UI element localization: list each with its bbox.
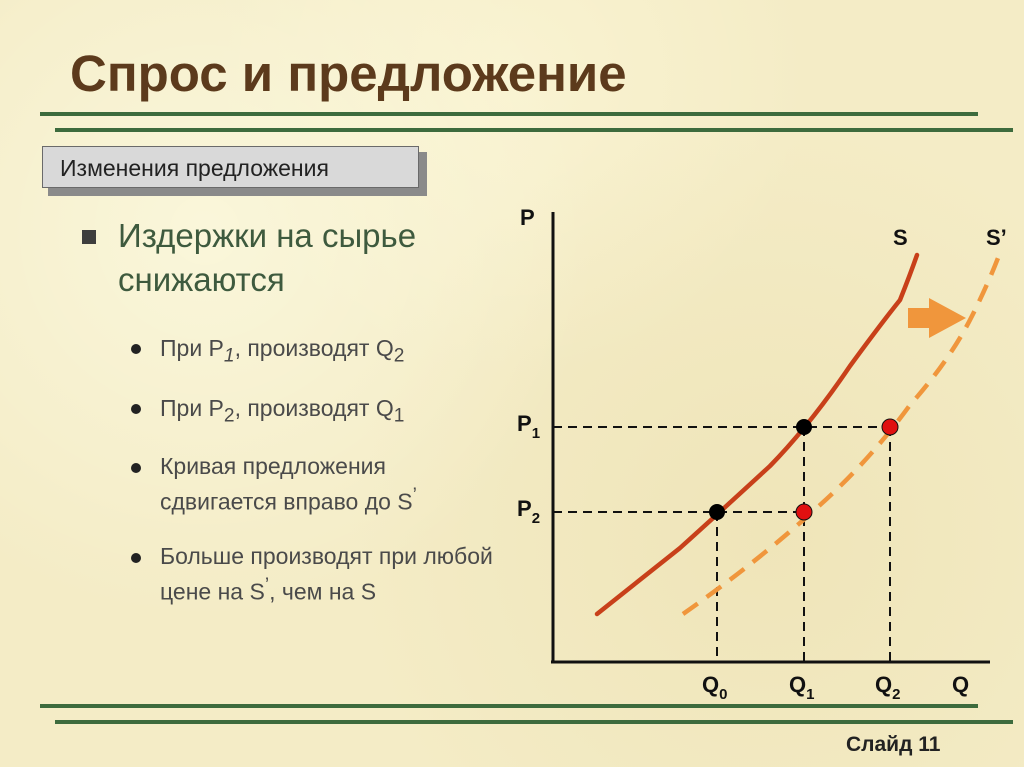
x-axis-label: Q — [952, 672, 969, 697]
sub-bullet-1: При P1, производят Q2 — [160, 333, 500, 372]
sub-bullet-dot — [131, 463, 141, 473]
curve-s-label: S — [893, 225, 908, 250]
main-bullet-text: Издержки на сырье снижаются — [118, 217, 417, 298]
subscript: 1 — [393, 405, 405, 427]
curve-s-prime-label: S’ — [986, 225, 1007, 250]
top-rule-upper — [40, 112, 978, 116]
q2-label: Q2 — [875, 672, 900, 703]
superscript: ’ — [264, 575, 270, 596]
top-rule-lower — [55, 128, 1013, 132]
sub-bullet-3: Кривая предложения сдвигается вправо до … — [160, 451, 500, 517]
bottom-rule-lower — [55, 720, 1013, 724]
sub-bullet-dot — [131, 404, 141, 414]
sub-bullet-text: При P — [160, 395, 224, 421]
y-axis-label: P — [520, 205, 535, 230]
point-q2-p1 — [881, 418, 899, 436]
sub-bullet-dot — [131, 553, 141, 563]
sub-bullet-4: Больше производят при любой цене на S’, … — [160, 541, 500, 607]
section-badge: Изменения предложения — [42, 146, 419, 188]
sub-bullet-text: , чем на S — [269, 578, 377, 605]
superscript: ’ — [412, 485, 417, 506]
supply-curve-s-prime — [681, 249, 1004, 616]
sub-bullet-2: При P2, производят Q1 — [160, 393, 500, 432]
p2-label: P2 — [517, 496, 540, 527]
subscript: 2 — [393, 345, 405, 367]
shift-arrow-icon — [908, 298, 966, 338]
point-q1-p1 — [796, 419, 812, 435]
p1-label: P1 — [517, 411, 540, 442]
sub-bullet-text: , производят Q — [234, 395, 394, 421]
slide-title: Спрос и предложение — [70, 45, 627, 102]
sub-bullet-text: , производят Q — [234, 335, 394, 361]
q1-label: Q1 — [789, 672, 814, 703]
subscript: 2 — [223, 405, 235, 427]
slide-number: Слайд 11 — [846, 733, 941, 756]
supply-curve-s — [594, 252, 920, 617]
point-q0-p2 — [709, 504, 725, 520]
sub-bullet-text: Больше производят при любой цене на S — [160, 543, 493, 605]
sub-bullet-dot — [131, 344, 141, 354]
main-bullet-marker — [82, 230, 96, 244]
q0-label: Q0 — [702, 672, 727, 703]
subscript: 1 — [223, 345, 235, 367]
sub-bullet-text: При P — [160, 335, 224, 361]
point-q1-p2 — [795, 503, 813, 521]
bottom-rule-upper — [40, 704, 978, 708]
sub-bullet-text: Кривая предложения сдвигается вправо до … — [160, 453, 413, 515]
